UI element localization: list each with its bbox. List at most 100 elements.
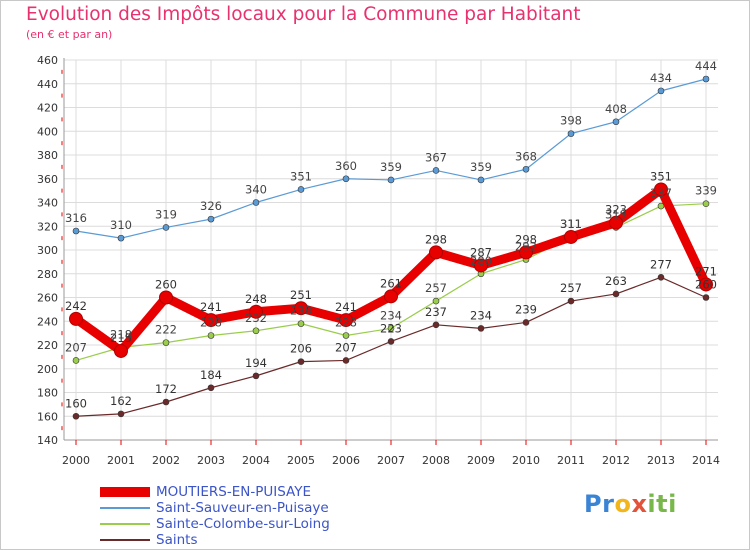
data-label-moutiers-en-puisaye-2000: 242: [65, 299, 87, 313]
y-tick-label-360: 360: [37, 173, 58, 186]
data-label-moutiers-en-puisaye-2009: 287: [470, 245, 492, 259]
data-label-sainte-colombe-sur-loing-2000: 207: [65, 340, 87, 354]
data-point-moutiers-en-puisaye-2010: [519, 245, 533, 260]
y-tick-label-180: 180: [37, 387, 58, 400]
series-saints: [72, 274, 710, 420]
data-label-saints-2008: 237: [425, 305, 447, 319]
data-label-saint-sauveur-en-puisaye-2005: 351: [290, 169, 312, 183]
data-point-saints-2000: [72, 412, 80, 420]
legend-swatch-moutiers: [100, 487, 150, 497]
data-label-moutiers-en-puisaye-2001: 215: [110, 331, 132, 345]
y-tick-label-420: 420: [37, 102, 58, 115]
data-label-moutiers-en-puisaye-2012: 323: [605, 203, 627, 217]
data-point-saints-2011: [567, 297, 575, 305]
data-point-saints-2005: [297, 358, 305, 365]
proxiti-logo: Proxiti: [584, 490, 677, 518]
data-point-saint-sauveur-en-puisaye-2009: [477, 176, 485, 184]
data-point-sainte-colombe-sur-loing-2014: [702, 200, 710, 207]
x-tick-label-2007: 2007: [377, 454, 405, 467]
data-label-sainte-colombe-sur-loing-2007: 234: [380, 308, 402, 322]
data-point-moutiers-en-puisaye-2005: [294, 301, 308, 316]
x-tick-label-2014: 2014: [692, 454, 720, 467]
x-tick-label-2004: 2004: [242, 454, 270, 467]
data-point-saint-sauveur-en-puisaye-2006: [342, 175, 350, 183]
data-point-moutiers-en-puisaye-2008: [429, 245, 443, 260]
data-point-saint-sauveur-en-puisaye-2011: [567, 130, 575, 137]
data-point-sainte-colombe-sur-loing-2002: [162, 339, 170, 346]
data-label-sainte-colombe-sur-loing-2013: 337: [650, 186, 672, 200]
x-tick-label-2011: 2011: [557, 454, 585, 467]
logo-part-4: iti: [647, 490, 677, 518]
data-point-saints-2008: [432, 321, 440, 329]
data-label-saint-sauveur-en-puisaye-2007: 359: [380, 160, 402, 174]
x-tick-label-2008: 2008: [422, 454, 450, 467]
data-label-saints-2009: 234: [470, 308, 492, 322]
data-point-saints-2002: [162, 398, 170, 406]
data-point-saint-sauveur-en-puisaye-2008: [432, 167, 440, 174]
chart-title: Evolution des Impôts locaux pour la Comm…: [26, 4, 581, 25]
data-label-saint-sauveur-en-puisaye-2012: 408: [605, 102, 627, 116]
data-point-moutiers-en-puisaye-2013: [654, 182, 668, 197]
data-label-moutiers-en-puisaye-2003: 241: [200, 300, 222, 314]
x-tick-label-2009: 2009: [467, 454, 495, 467]
logo-part-3: x: [631, 490, 648, 518]
data-point-sainte-colombe-sur-loing-2005: [297, 320, 305, 327]
x-tick-label-2000: 2000: [62, 454, 90, 467]
data-label-sainte-colombe-sur-loing-2010: 292: [515, 240, 537, 254]
data-label-saint-sauveur-en-puisaye-2004: 340: [245, 183, 267, 197]
data-point-saints-2003: [207, 384, 215, 392]
data-label-saints-2013: 277: [650, 257, 672, 271]
data-point-saints-2012: [612, 290, 620, 298]
data-point-saints-2001: [117, 410, 125, 418]
series-moutiers-en-puisaye: [69, 182, 713, 358]
x-tick-label-2012: 2012: [602, 454, 630, 467]
data-label-saint-sauveur-en-puisaye-2001: 310: [110, 218, 132, 232]
legend-label-sainte-colombe: Sainte-Colombe-sur-Loing: [156, 516, 330, 532]
data-point-saint-sauveur-en-puisaye-2000: [72, 227, 80, 235]
data-label-saints-2000: 160: [65, 396, 87, 410]
data-label-moutiers-en-puisaye-2002: 260: [155, 278, 177, 292]
data-label-moutiers-en-puisaye-2007: 261: [380, 276, 402, 290]
data-point-saint-sauveur-en-puisaye-2010: [522, 165, 530, 173]
axes: 140 160 180 200 220 240 260 280 300 320 340 360 380 4…: [37, 54, 720, 467]
data-label-sainte-colombe-sur-loing-2014: 339: [695, 184, 717, 198]
data-label-moutiers-en-puisaye-2006: 241: [335, 300, 357, 314]
data-point-moutiers-en-puisaye-2003: [204, 313, 218, 328]
x-tick-label-2010: 2010: [512, 454, 540, 467]
data-point-sainte-colombe-sur-loing-2000: [72, 357, 80, 364]
legend-label-saints: Saints: [156, 532, 198, 548]
data-label-saint-sauveur-en-puisaye-2014: 444: [695, 59, 717, 73]
data-label-saint-sauveur-en-puisaye-2009: 359: [470, 160, 492, 174]
legend-swatch-saint-sauveur: [100, 507, 150, 509]
data-label-moutiers-en-puisaye-2010: 298: [515, 232, 537, 246]
data-point-sainte-colombe-sur-loing-2007: [387, 325, 395, 332]
logo-part-2: o: [614, 490, 632, 518]
data-point-saint-sauveur-en-puisaye-2005: [297, 186, 305, 193]
data-label-sainte-colombe-sur-loing-2009: 280: [470, 254, 492, 268]
data-point-moutiers-en-puisaye-2011: [564, 229, 578, 244]
data-point-saints-2004: [252, 372, 260, 380]
data-point-moutiers-en-puisaye-2007: [384, 289, 398, 304]
y-tick-label-200: 200: [37, 363, 58, 376]
data-label-saint-sauveur-en-puisaye-2013: 434: [650, 71, 672, 85]
y-tick-label-340: 340: [37, 197, 58, 210]
data-point-saint-sauveur-en-puisaye-2007: [387, 176, 395, 184]
data-label-saint-sauveur-en-puisaye-2010: 368: [515, 149, 537, 163]
data-point-saints-2010: [522, 319, 530, 326]
data-label-sainte-colombe-sur-loing-2005: 238: [290, 304, 312, 318]
data-label-saint-sauveur-en-puisaye-2000: 316: [65, 211, 87, 225]
y-tick-label-320: 320: [37, 220, 58, 233]
y-tick-label-380: 380: [37, 149, 58, 162]
data-label-moutiers-en-puisaye-2013: 351: [650, 169, 672, 183]
logo-part-1: Pr: [584, 490, 615, 518]
y-tick-label-440: 440: [37, 78, 58, 91]
series-saint-sauveur-en-puisaye: [72, 75, 710, 242]
data-point-sainte-colombe-sur-loing-2004: [252, 327, 260, 335]
data-label-sainte-colombe-sur-loing-2003: 228: [200, 316, 222, 330]
y-tick-label-300: 300: [37, 244, 58, 257]
chart-subtitle: (en € et par an): [26, 28, 113, 41]
data-label-saints-2007: 223: [380, 321, 402, 335]
